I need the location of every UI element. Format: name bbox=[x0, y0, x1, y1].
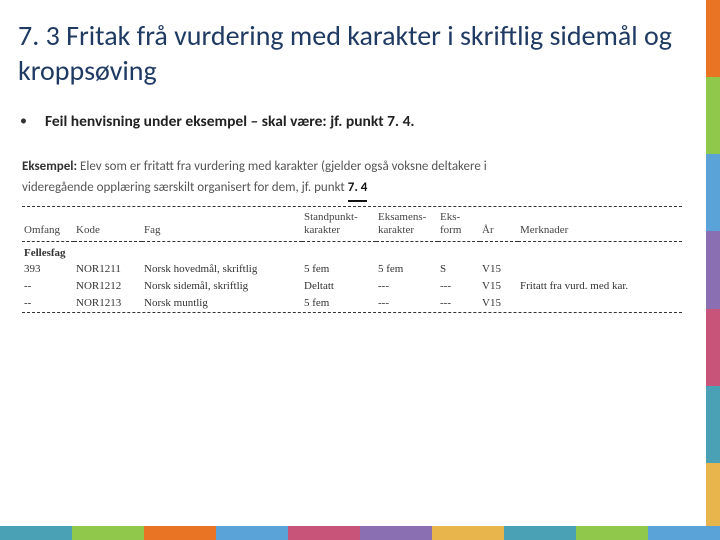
example-table: Omfang Kode Fag Standpunkt-karakter Eksa… bbox=[22, 207, 682, 312]
bottom-stripe bbox=[360, 526, 432, 540]
cell-omfang: -- bbox=[22, 278, 74, 295]
side-stripe bbox=[706, 77, 720, 154]
cell-ar: V15 bbox=[480, 261, 518, 278]
page-title: 7. 3 Fritak frå vurdering med karakter i… bbox=[18, 18, 686, 88]
side-stripe bbox=[706, 231, 720, 308]
cell-eksk: --- bbox=[376, 295, 438, 312]
bullet-text: Feil henvisning under eksempel – skal væ… bbox=[45, 110, 415, 133]
cell-fag: Norsk muntlig bbox=[142, 295, 302, 312]
cell-eksk: --- bbox=[376, 278, 438, 295]
bottom-stripe bbox=[576, 526, 648, 540]
example-label: Eksempel: bbox=[22, 159, 77, 174]
example-line1: Elev som er fritatt fra vurdering med ka… bbox=[77, 159, 487, 174]
example-line2: videregående opplæring særskilt organise… bbox=[22, 180, 348, 195]
side-stripe bbox=[706, 0, 720, 77]
cell-eksf: S bbox=[438, 261, 480, 278]
side-stripe bbox=[706, 309, 720, 386]
table-row: 393NOR1211Norsk hovedmål, skriftlig5 fem… bbox=[22, 261, 682, 278]
side-stripe bbox=[706, 386, 720, 463]
cell-omfang: -- bbox=[22, 295, 74, 312]
bottom-stripe bbox=[144, 526, 216, 540]
bottom-stripe bbox=[504, 526, 576, 540]
slide: 7. 3 Fritak frå vurdering med karakter i… bbox=[0, 0, 720, 540]
th-omfang: Omfang bbox=[22, 207, 74, 242]
cell-stand: Deltatt bbox=[302, 278, 376, 295]
example-text: Eksempel: Elev som er fritatt fra vurder… bbox=[22, 157, 682, 202]
side-stripes bbox=[706, 0, 720, 540]
table-row: --NOR1212Norsk sidemål, skriftligDeltatt… bbox=[22, 278, 682, 295]
example-emph: 7. 4 bbox=[348, 178, 368, 202]
table-category-row: Fellesfag bbox=[22, 242, 682, 261]
cell-omfang: 393 bbox=[22, 261, 74, 278]
th-kode: Kode bbox=[74, 207, 142, 242]
bottom-stripe bbox=[0, 526, 72, 540]
bottom-stripe bbox=[432, 526, 504, 540]
th-ar: År bbox=[480, 207, 518, 242]
cell-ar: V15 bbox=[480, 295, 518, 312]
cell-stand: 5 fem bbox=[302, 295, 376, 312]
side-stripe bbox=[706, 154, 720, 231]
example-block: Eksempel: Elev som er fritatt fra vurder… bbox=[22, 157, 682, 312]
cell-merk bbox=[518, 261, 682, 278]
bottom-stripe bbox=[72, 526, 144, 540]
cell-kode: NOR1213 bbox=[74, 295, 142, 312]
table-header-row: Omfang Kode Fag Standpunkt-karakter Eksa… bbox=[22, 207, 682, 242]
cell-eksk: 5 fem bbox=[376, 261, 438, 278]
cell-kode: NOR1211 bbox=[74, 261, 142, 278]
example-table-wrap: Omfang Kode Fag Standpunkt-karakter Eksa… bbox=[22, 206, 682, 313]
cell-fag: Norsk sidemål, skriftlig bbox=[142, 278, 302, 295]
table-category: Fellesfag bbox=[24, 247, 66, 259]
cell-ar: V15 bbox=[480, 278, 518, 295]
th-eksk: Eksamens-karakter bbox=[376, 207, 438, 242]
th-eksf: Eks-form bbox=[438, 207, 480, 242]
table-row: --NOR1213Norsk muntlig5 fem------V15 bbox=[22, 295, 682, 312]
cell-eksf: --- bbox=[438, 278, 480, 295]
bottom-stripe bbox=[216, 526, 288, 540]
cell-fag: Norsk hovedmål, skriftlig bbox=[142, 261, 302, 278]
bottom-stripes bbox=[0, 526, 720, 540]
cell-stand: 5 fem bbox=[302, 261, 376, 278]
bullet-item: • Feil henvisning under eksempel – skal … bbox=[18, 110, 686, 133]
cell-merk: Fritatt fra vurd. med kar. bbox=[518, 278, 682, 295]
th-fag: Fag bbox=[142, 207, 302, 242]
cell-merk bbox=[518, 295, 682, 312]
bottom-stripe bbox=[288, 526, 360, 540]
cell-eksf: --- bbox=[438, 295, 480, 312]
bullet-marker: • bbox=[20, 110, 27, 131]
th-stand: Standpunkt-karakter bbox=[302, 207, 376, 242]
table-body: Fellesfag 393NOR1211Norsk hovedmål, skri… bbox=[22, 242, 682, 312]
cell-kode: NOR1212 bbox=[74, 278, 142, 295]
bottom-stripe bbox=[648, 526, 720, 540]
th-merk: Merknader bbox=[518, 207, 682, 242]
